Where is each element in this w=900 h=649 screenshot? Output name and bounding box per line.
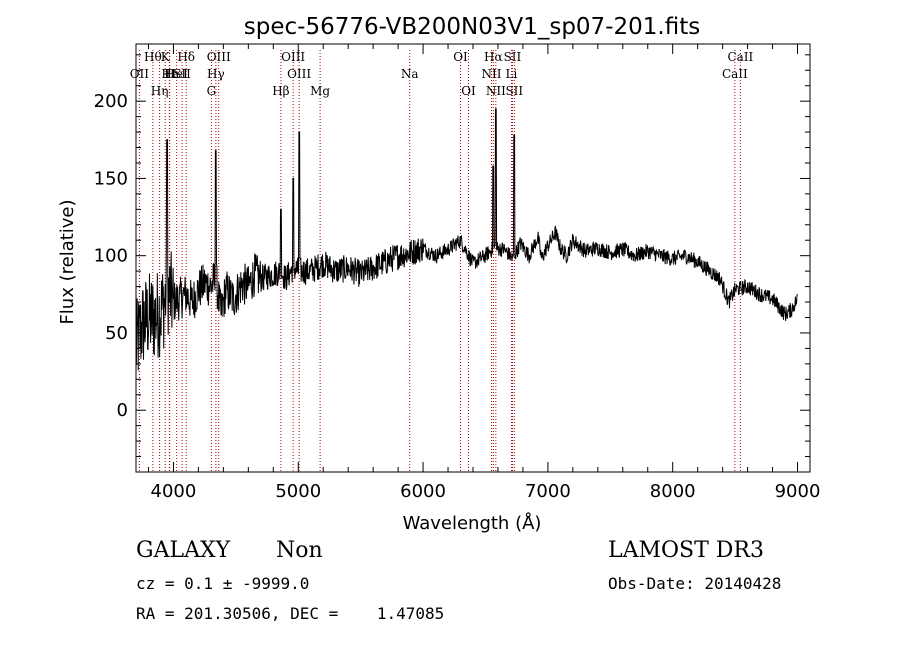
- y-axis-label: Flux (relative): [57, 199, 78, 324]
- chart-title: spec-56776-VB200N03V1_sp07-201.fits: [244, 14, 700, 40]
- line-label: NII: [481, 67, 501, 81]
- line-label: Hε: [161, 67, 178, 81]
- line-label: NII: [486, 84, 506, 98]
- line-label: K: [161, 50, 171, 64]
- line-label: SII: [505, 84, 523, 98]
- line-label: OI: [461, 84, 476, 98]
- spectrum-line: [135, 108, 798, 371]
- line-label: SII: [504, 50, 522, 64]
- y-tick-label: 100: [94, 246, 128, 267]
- spectrum-series: [135, 108, 798, 371]
- line-label: Hη: [151, 84, 169, 98]
- line-label: Mg: [310, 84, 330, 98]
- line-label: OIII: [287, 67, 311, 81]
- line-label: CaII: [727, 50, 753, 64]
- x-tick-label: 7000: [525, 481, 571, 502]
- object-subclass: Non: [276, 538, 323, 563]
- line-label: OII: [130, 67, 150, 81]
- line-label: Hγ: [207, 67, 225, 81]
- y-tick-label: 150: [94, 168, 128, 189]
- y-tick-label: 0: [117, 400, 128, 421]
- line-label: Hδ: [177, 50, 195, 64]
- x-axis-label: Wavelength (Å): [403, 512, 542, 534]
- line-label: Hβ: [272, 84, 289, 98]
- line-label: G: [207, 84, 217, 98]
- x-tick-label: 6000: [400, 481, 446, 502]
- line-label: OI: [453, 50, 468, 64]
- line-label: OIII: [281, 50, 305, 64]
- x-tick-label: 8000: [650, 481, 696, 502]
- survey-name: LAMOST DR3: [608, 538, 764, 563]
- observation-date: Obs-Date: 20140428: [608, 574, 782, 593]
- redshift-info: cz = 0.1 ± -9999.0: [136, 574, 310, 593]
- line-label: OIII: [207, 50, 231, 64]
- x-axis: 4000 5000 6000 7000 8000 9000: [147, 44, 821, 502]
- y-axis: 0 50 100 150 200: [94, 54, 810, 458]
- object-class: GALAXY: [136, 538, 231, 563]
- x-tick-label: 4000: [151, 481, 197, 502]
- x-tick-label: 9000: [775, 481, 821, 502]
- coordinates-info: RA = 201.30506, DEC = 1.47085: [136, 604, 445, 623]
- line-label: Li: [506, 67, 518, 81]
- line-label: Na: [401, 67, 419, 81]
- line-label: SII: [173, 67, 191, 81]
- line-label: CaII: [722, 67, 748, 81]
- line-label: Hα: [484, 50, 503, 64]
- x-tick-label: 5000: [275, 481, 321, 502]
- y-tick-label: 200: [94, 91, 128, 112]
- emission-lines: KHOIIHθHηHεHδHeISIIGHγOIIIHβOIIIOIIIMgNa…: [130, 50, 754, 472]
- line-label: Hθ: [144, 50, 162, 64]
- y-tick-label: 50: [105, 323, 128, 344]
